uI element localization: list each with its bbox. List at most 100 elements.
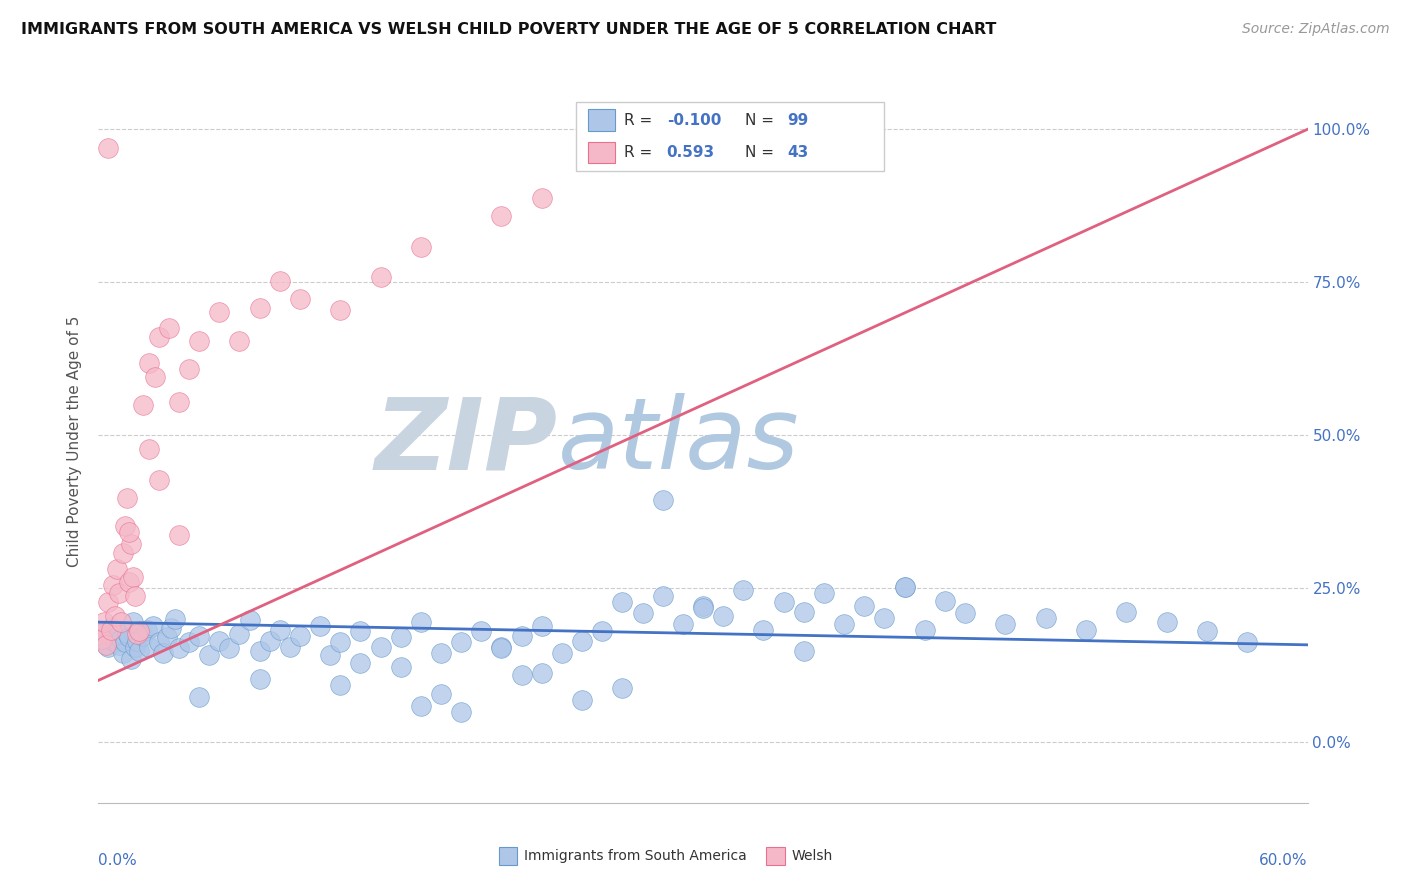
Point xyxy=(288,293,311,307)
Point xyxy=(430,687,453,701)
Point xyxy=(1195,624,1218,639)
FancyBboxPatch shape xyxy=(588,109,614,131)
Point xyxy=(138,640,160,654)
Point xyxy=(329,635,352,649)
Point xyxy=(491,640,513,654)
Point xyxy=(370,270,392,285)
Point xyxy=(120,652,142,666)
Point xyxy=(101,578,124,592)
Point xyxy=(105,625,128,640)
Point xyxy=(1236,635,1258,649)
Text: Source: ZipAtlas.com: Source: ZipAtlas.com xyxy=(1241,22,1389,37)
Point xyxy=(96,637,118,651)
Point xyxy=(163,612,186,626)
Point xyxy=(100,623,122,637)
Point xyxy=(198,648,221,662)
Point xyxy=(188,334,211,348)
Point xyxy=(156,631,179,645)
Point xyxy=(167,641,190,656)
Text: 0.593: 0.593 xyxy=(666,145,714,160)
Point xyxy=(228,334,250,348)
Point xyxy=(329,678,352,692)
Point xyxy=(107,586,129,600)
Point xyxy=(409,240,432,254)
Point xyxy=(409,615,432,630)
Point xyxy=(110,632,132,646)
Point xyxy=(953,606,976,620)
Point xyxy=(148,635,170,649)
Point xyxy=(91,632,114,646)
Point xyxy=(873,611,896,625)
Point xyxy=(1115,605,1137,619)
Point xyxy=(631,606,654,620)
Point xyxy=(118,575,141,590)
Y-axis label: Child Poverty Under the Age of 5: Child Poverty Under the Age of 5 xyxy=(67,316,83,567)
Point xyxy=(1156,615,1178,630)
Point xyxy=(349,624,371,639)
Point xyxy=(470,624,492,639)
Point xyxy=(994,617,1017,632)
Text: Welsh: Welsh xyxy=(792,849,832,863)
Point xyxy=(218,641,240,656)
Point xyxy=(269,274,291,288)
Point xyxy=(893,580,915,594)
Text: 99: 99 xyxy=(787,112,808,128)
Point xyxy=(124,640,146,654)
Point xyxy=(370,640,392,654)
Point xyxy=(89,627,111,641)
Point xyxy=(269,623,291,637)
Point xyxy=(1074,623,1097,637)
Point xyxy=(167,394,190,409)
Point xyxy=(309,619,332,633)
Point xyxy=(853,599,876,613)
Point xyxy=(96,638,118,652)
Point xyxy=(249,301,271,315)
Point xyxy=(97,640,120,654)
Point xyxy=(692,599,714,613)
Point xyxy=(107,638,129,652)
Point xyxy=(530,665,553,680)
Point xyxy=(813,586,835,600)
Point xyxy=(97,595,120,609)
Point xyxy=(208,304,231,318)
Point xyxy=(450,705,472,719)
Text: IMMIGRANTS FROM SOUTH AMERICA VS WELSH CHILD POVERTY UNDER THE AGE OF 5 CORRELAT: IMMIGRANTS FROM SOUTH AMERICA VS WELSH C… xyxy=(21,22,997,37)
Point xyxy=(934,593,956,607)
Point xyxy=(551,646,574,660)
Point xyxy=(491,641,513,656)
FancyBboxPatch shape xyxy=(576,102,884,170)
Point xyxy=(93,624,115,639)
Point xyxy=(571,693,593,707)
Point xyxy=(124,589,146,603)
Text: 0.0%: 0.0% xyxy=(98,854,138,869)
Point xyxy=(100,621,122,635)
Point xyxy=(93,615,115,630)
Point xyxy=(132,398,155,412)
Point xyxy=(430,646,453,660)
Point xyxy=(114,519,136,533)
Point xyxy=(138,356,160,370)
Point xyxy=(914,623,936,637)
Point xyxy=(97,141,120,155)
Point xyxy=(148,473,170,487)
Point xyxy=(118,631,141,645)
Point xyxy=(278,640,301,654)
Point xyxy=(188,690,211,705)
Point xyxy=(672,617,695,632)
Point xyxy=(188,629,211,643)
Point xyxy=(530,619,553,633)
Text: N =: N = xyxy=(745,145,779,160)
Point xyxy=(128,644,150,658)
Text: 60.0%: 60.0% xyxy=(1260,854,1308,869)
Text: N =: N = xyxy=(745,112,779,128)
Point xyxy=(125,633,148,648)
Point xyxy=(101,629,124,643)
Point xyxy=(125,627,148,641)
Point xyxy=(110,615,132,630)
Point xyxy=(91,633,114,648)
Point xyxy=(167,527,190,541)
Point xyxy=(111,646,134,660)
Point xyxy=(571,633,593,648)
Point xyxy=(733,582,755,597)
Point xyxy=(143,370,166,384)
